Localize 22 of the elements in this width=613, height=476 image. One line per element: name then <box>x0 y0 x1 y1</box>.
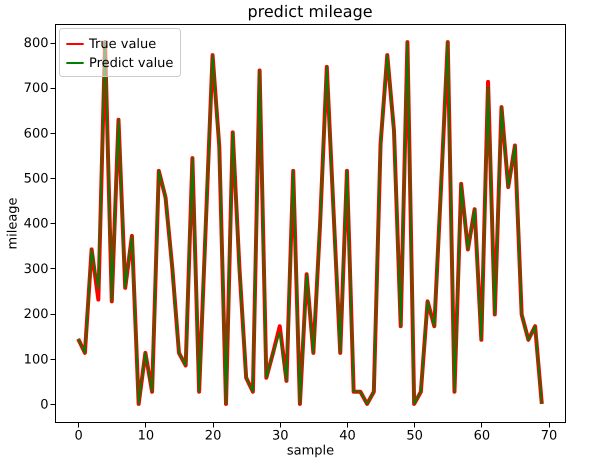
x-tick-label: 70 <box>540 428 558 444</box>
x-axis-title: sample <box>286 444 334 458</box>
x-tick-label: 20 <box>204 428 222 444</box>
legend-label: Predict value <box>89 56 174 71</box>
y-tick-label: 300 <box>24 262 48 277</box>
y-tick-label: 100 <box>24 352 48 368</box>
y-tick-label: 200 <box>24 307 48 322</box>
y-tick-label: 600 <box>24 126 48 142</box>
x-tick-label: 40 <box>339 428 356 444</box>
x-tick-label: 0 <box>74 428 83 444</box>
y-tick-label: 500 <box>24 172 48 187</box>
y-tick-label: 400 <box>24 216 48 232</box>
y-tick-label: 700 <box>24 81 48 96</box>
chart-title: predict mileage <box>247 2 373 21</box>
legend-label: True value <box>88 37 156 52</box>
x-tick-label: 50 <box>406 428 423 444</box>
x-tick-label: 60 <box>474 428 490 444</box>
y-tick-label: 0 <box>40 397 48 412</box>
x-tick-label: 10 <box>138 428 154 444</box>
x-tick-label: 30 <box>272 428 289 444</box>
y-tick-label: 800 <box>24 36 48 52</box>
y-axis-title: mileage <box>6 197 21 250</box>
